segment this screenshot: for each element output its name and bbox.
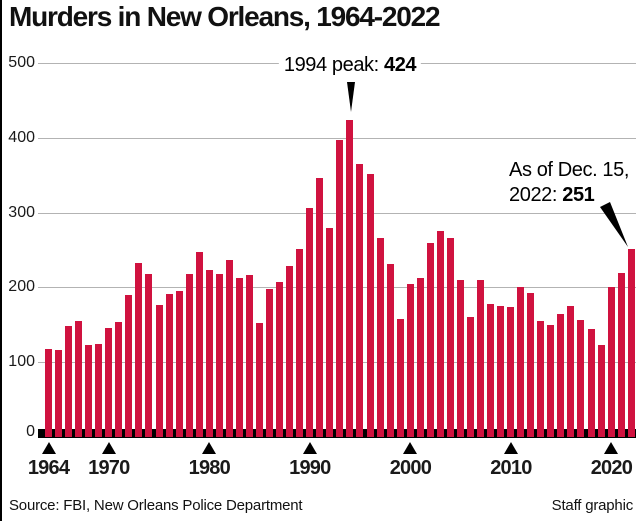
- x-axis-label-1990: 1990: [289, 457, 331, 479]
- bar-2017: [577, 320, 585, 437]
- bar-1998: [386, 264, 394, 437]
- bar-2000: [406, 284, 414, 437]
- bar-2006: [466, 316, 474, 437]
- bar-1989: [296, 249, 304, 437]
- bar-1982: [225, 259, 233, 437]
- gridline-400: [38, 137, 636, 139]
- latest-annotation-value: 251: [562, 184, 595, 206]
- bar-2001: [416, 277, 424, 437]
- bar-1979: [195, 252, 203, 437]
- x-axis-label-1970: 1970: [88, 457, 130, 479]
- y-axis-label-200: 200: [8, 278, 35, 296]
- bar-1964: [45, 348, 52, 437]
- bar-2004: [446, 238, 454, 437]
- y-axis-label-500: 500: [8, 54, 35, 71]
- bar-2016: [567, 306, 575, 437]
- bar-2008: [487, 303, 495, 437]
- bar-2021: [617, 273, 625, 437]
- bar-2020: [607, 287, 615, 437]
- x-tick-triangle-2000: [403, 442, 418, 454]
- bar-1972: [125, 294, 133, 437]
- bar-1977: [175, 291, 183, 437]
- bar-1974: [145, 273, 153, 437]
- bar-1986: [266, 288, 274, 437]
- bar-1969: [95, 344, 103, 437]
- bar-1996: [366, 173, 374, 437]
- x-tick-triangle-1970: [101, 442, 116, 454]
- bar-2013: [537, 321, 545, 437]
- y-axis-label-0: 0: [26, 423, 35, 440]
- x-tick-triangle-1980: [202, 442, 217, 454]
- bar-2015: [557, 314, 565, 437]
- y-axis-label-300: 300: [8, 203, 35, 221]
- bar-1984: [245, 275, 253, 437]
- bar-1994: [346, 119, 354, 437]
- bar-2011: [517, 287, 525, 437]
- bar-1983: [235, 278, 243, 437]
- bar-1971: [115, 321, 123, 437]
- bar-1999: [396, 318, 404, 437]
- bar-1968: [85, 345, 93, 437]
- latest-annotation-line2: 2022: 251: [509, 183, 629, 208]
- x-axis-label-2000: 2000: [389, 457, 432, 479]
- bar-1973: [135, 262, 143, 437]
- x-axis-label-1980: 1980: [188, 457, 231, 479]
- bar-1985: [255, 322, 263, 437]
- peak-annotation: 1994 peak: 424: [278, 54, 422, 77]
- bar-1993: [336, 140, 344, 437]
- bar-1966: [65, 325, 73, 437]
- bar-1997: [376, 238, 384, 437]
- bar-2019: [597, 345, 605, 437]
- bar-2022: [627, 249, 635, 437]
- source-credit: Source: FBI, New Orleans Police Departme…: [9, 497, 303, 514]
- latest-annotation-line1: As of Dec. 15,: [509, 159, 630, 181]
- peak-annotation-text: 1994 peak:: [283, 54, 384, 76]
- bar-1970: [105, 327, 113, 437]
- x-axis-label-1964: 1964: [27, 457, 70, 479]
- bar-2002: [426, 242, 434, 437]
- peak-annotation-value: 424: [383, 54, 417, 76]
- bar-2007: [477, 279, 485, 437]
- y-axis-label-100: 100: [8, 353, 35, 371]
- chart-title: Murders in New Orleans, 1964-2022: [9, 1, 441, 32]
- x-axis-label-2020: 2020: [590, 457, 633, 479]
- bar-1980: [205, 270, 213, 437]
- staff-credit: Staff graphic: [551, 497, 634, 514]
- x-tick-triangle-1990: [302, 442, 317, 454]
- bar-1995: [356, 164, 364, 437]
- bar-2005: [456, 279, 464, 437]
- x-tick-triangle-1964: [41, 442, 56, 454]
- bar-2010: [507, 306, 515, 437]
- latest-annotation-prefix: 2022:: [509, 184, 563, 206]
- bar-2009: [497, 306, 505, 437]
- footer-row: Source: FBI, New Orleans Police Departme…: [9, 497, 633, 514]
- y-axis-label-400: 400: [8, 128, 35, 146]
- x-tick-triangle-2020: [604, 442, 619, 454]
- bar-1978: [185, 273, 193, 437]
- bar-1981: [215, 273, 223, 437]
- bar-2012: [527, 292, 535, 437]
- bar-1988: [286, 265, 294, 437]
- bar-1992: [326, 228, 334, 437]
- bar-1967: [75, 321, 83, 437]
- latest-annotation: As of Dec. 15, 2022: 251: [509, 158, 629, 208]
- bar-1965: [55, 349, 63, 437]
- bar-2003: [436, 231, 444, 437]
- bar-1990: [306, 208, 314, 437]
- bar-1991: [316, 178, 324, 437]
- bar-1987: [276, 282, 284, 437]
- bar-1975: [155, 304, 163, 437]
- x-tick-triangle-2010: [503, 442, 518, 454]
- bar-1976: [165, 294, 173, 437]
- bar-2018: [587, 328, 595, 437]
- bar-2014: [547, 324, 555, 437]
- bar-series-container: [45, 63, 635, 437]
- x-axis-label-2010: 2010: [490, 457, 532, 479]
